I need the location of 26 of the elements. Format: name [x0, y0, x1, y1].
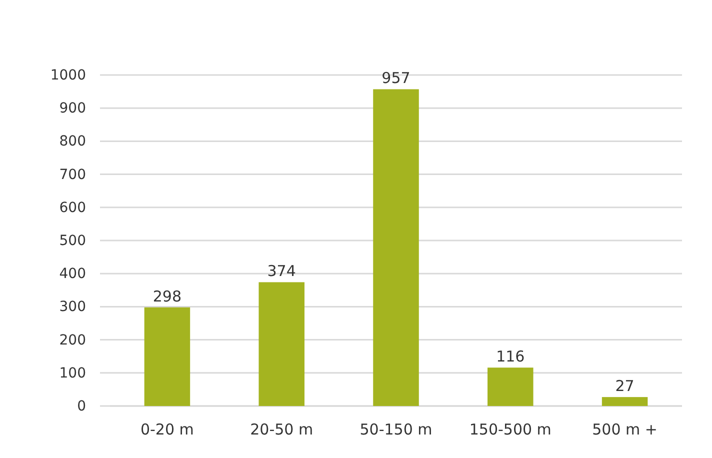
y-tick-label: 1000 [50, 67, 86, 84]
y-tick-label: 600 [59, 200, 86, 216]
bar [488, 368, 534, 406]
y-tick-label: 300 [59, 299, 86, 316]
y-tick-label: 900 [59, 100, 86, 117]
x-tick-label: 150-500 m [469, 420, 552, 439]
x-tick-label: 20-50 m [250, 420, 314, 439]
data-label: 298 [152, 287, 182, 306]
x-tick-label: 50-150 m [360, 420, 432, 439]
bar [373, 89, 419, 406]
x-tick-label: 500 m + [592, 420, 658, 439]
data-label: 27 [615, 377, 634, 396]
data-label: 116 [496, 348, 525, 366]
y-tick-label: 100 [59, 365, 86, 382]
y-tick-label: 700 [59, 166, 86, 183]
bar [602, 397, 648, 406]
y-tick-label: 400 [59, 266, 86, 282]
bar [258, 282, 304, 406]
y-tick-label: 800 [59, 134, 86, 150]
y-tick-label: 200 [59, 332, 86, 348]
x-tick-label: 0-20 m [140, 420, 194, 439]
y-tick-label: 0 [77, 398, 86, 414]
y-tick-label: 500 [59, 232, 86, 249]
bar [144, 307, 190, 406]
data-label: 374 [267, 262, 296, 280]
data-label: 957 [382, 69, 410, 88]
